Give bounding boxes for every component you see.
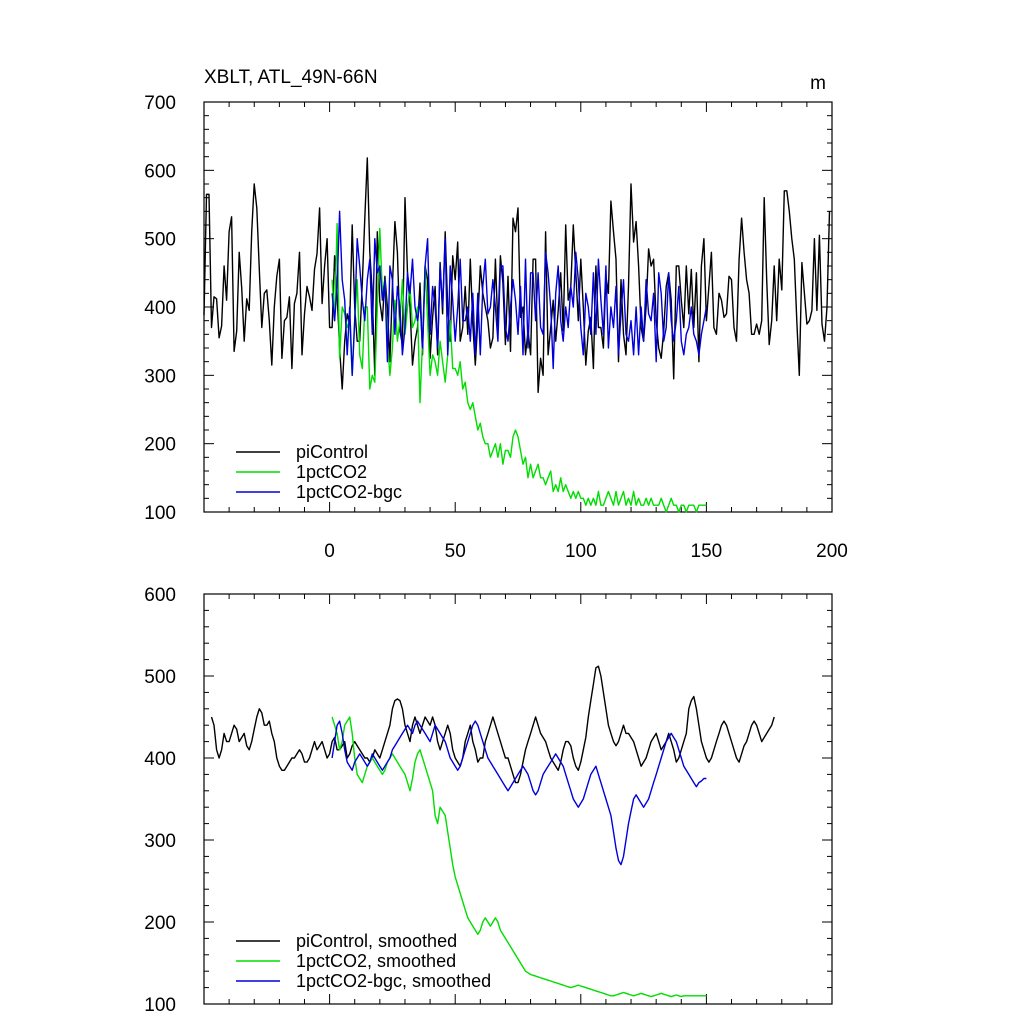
series-line-3: [331, 720, 707, 866]
legend-label-2: 1pctCO2, smoothed: [296, 951, 456, 971]
y-tick-label: 500: [144, 667, 176, 688]
legend-label-3: 1pctCO2-bgc: [296, 482, 402, 502]
series-line-3: [331, 210, 708, 376]
y-tick-label: 200: [144, 435, 176, 456]
x-tick-label: 0: [324, 541, 335, 562]
y-tick-label: 400: [144, 749, 176, 770]
plot-frame: [203, 593, 833, 1005]
y-tick-label: 500: [144, 230, 176, 251]
y-tick-label: 300: [144, 366, 176, 387]
y-tick-label: 300: [144, 831, 176, 852]
x-tick-label: 200: [816, 541, 848, 562]
legend-label-1: piControl: [296, 442, 368, 462]
y-tick-label: 700: [144, 93, 176, 114]
unit-label: m: [810, 73, 826, 94]
series-line-1: [203, 157, 831, 394]
y-tick-label: 100: [144, 503, 176, 524]
y-tick-label: 400: [144, 298, 176, 319]
legend-label-3: 1pctCO2-bgc, smoothed: [296, 971, 491, 991]
y-tick-label: 600: [144, 161, 176, 182]
series-line-2: [331, 716, 707, 998]
legend-label-2: 1pctCO2: [296, 462, 367, 482]
x-tick-label: 100: [565, 541, 597, 562]
series-line-2: [331, 222, 707, 513]
y-tick-label: 200: [144, 913, 176, 934]
x-tick-label: 50: [445, 541, 466, 562]
series-line-1: [210, 665, 775, 784]
y-tick-label: 100: [144, 995, 176, 1016]
y-tick-label: 600: [144, 585, 176, 606]
chart-title: XBLT, ATL_49N-66N: [204, 67, 378, 88]
chart-panel-1: 100 200 300 400 500 600 700 0 50 100 150 200 piContr…: [144, 93, 848, 562]
x-tick-label: 150: [691, 541, 723, 562]
legend-label-1: piControl, smoothed: [296, 931, 457, 951]
